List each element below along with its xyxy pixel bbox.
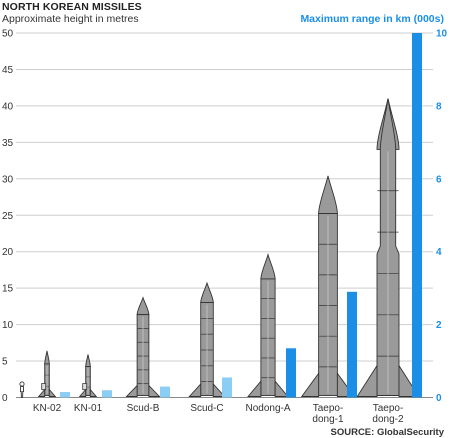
left-tick-label: 5	[2, 357, 8, 368]
right-tick-label: 6	[436, 174, 442, 185]
missile-icon	[356, 98, 420, 397]
left-tick-label: 45	[2, 65, 14, 76]
missile-icon	[247, 253, 289, 397]
category-label: Taepo-	[373, 403, 404, 414]
range-bar	[286, 348, 296, 398]
source-note: SOURCE: GlobalSecurity	[330, 427, 445, 438]
missile-icon	[188, 281, 226, 397]
category-label: Scud-B	[127, 403, 160, 414]
right-tick-label: 8	[436, 101, 442, 112]
category-label: dong-1	[312, 414, 344, 425]
category-label: KN-01	[74, 403, 103, 414]
category-labels: KN-02 KN-01 Scud-B Scud-C Nodong-A Taepo-dong…	[33, 403, 404, 425]
left-tick-label: 20	[2, 247, 14, 258]
right-tick-label: 2	[436, 320, 442, 331]
left-tick-label: 35	[2, 138, 14, 149]
left-axis-ticks: 0 5 10 15 20 25 30 35 40 45 50	[2, 29, 14, 405]
range-bar	[60, 392, 70, 398]
left-tick-label: 40	[2, 101, 14, 112]
category-label: dong-2	[372, 414, 404, 425]
left-tick-label: 25	[2, 211, 14, 222]
category-label: Scud-C	[190, 403, 223, 414]
right-axis-ticks: 0 2 4 6 8 10	[436, 29, 448, 405]
missile-icon	[78, 354, 98, 397]
person-silhouette-icon	[19, 381, 25, 398]
missile-icon	[125, 296, 161, 397]
missile-silhouettes	[37, 98, 420, 397]
right-tick-label: 0	[436, 393, 442, 404]
right-axis-title: Maximum range in km (000s)	[300, 13, 444, 25]
left-axis-title: Approximate height in metres	[2, 13, 139, 25]
gridlines	[16, 32, 433, 398]
left-tick-label: 0	[2, 393, 8, 404]
category-label: KN-02	[33, 403, 62, 414]
left-tick-label: 30	[2, 174, 14, 185]
right-tick-label: 10	[436, 29, 448, 40]
left-tick-label: 10	[2, 320, 14, 331]
range-bars	[60, 33, 422, 398]
left-tick-label: 50	[2, 29, 14, 40]
category-label: Nodong-A	[245, 403, 290, 414]
range-bar	[160, 386, 170, 398]
missile-icon	[300, 175, 356, 397]
range-bar	[347, 291, 357, 398]
range-bar	[412, 33, 422, 398]
left-tick-label: 15	[2, 284, 14, 295]
missile-icon	[37, 350, 57, 397]
right-tick-label: 4	[436, 247, 442, 258]
range-bar	[102, 390, 112, 398]
chart-title: NORTH KOREAN MISSILES	[2, 1, 142, 13]
category-label: Taepo-	[313, 403, 344, 414]
range-bar	[222, 377, 232, 398]
